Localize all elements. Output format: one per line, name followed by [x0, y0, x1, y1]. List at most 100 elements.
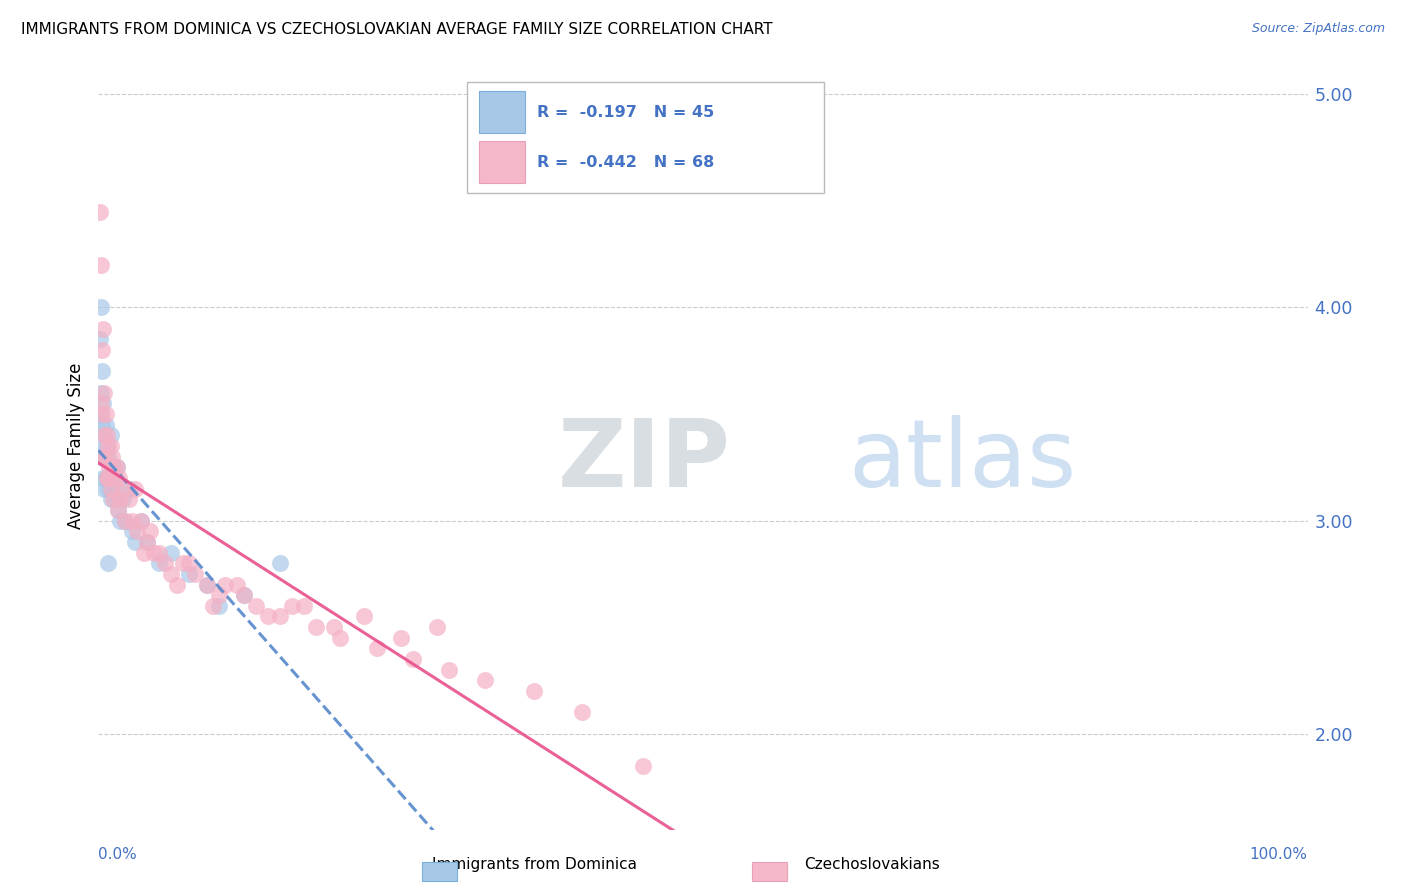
Point: [101, 471, 124, 485]
Point: [89, 333, 111, 347]
Point: [437, 663, 460, 677]
Point: [90, 385, 112, 400]
Point: [96, 428, 118, 442]
Point: [98, 471, 121, 485]
Point: [160, 545, 183, 559]
Point: [226, 577, 249, 591]
Point: [93, 428, 115, 442]
Point: [292, 599, 315, 613]
Point: [232, 588, 254, 602]
Point: [256, 609, 278, 624]
Point: [91, 450, 114, 464]
Point: [94, 450, 117, 464]
Text: Czechoslovakians: Czechoslovakians: [804, 857, 939, 872]
Point: [90, 258, 112, 272]
Point: [214, 577, 236, 591]
Point: [94, 471, 117, 485]
Point: [148, 556, 170, 570]
Point: [107, 503, 129, 517]
Point: [135, 535, 157, 549]
Point: [208, 599, 231, 613]
Point: [323, 620, 346, 634]
Point: [523, 684, 546, 698]
Text: ZIP: ZIP: [558, 416, 731, 508]
Point: [91, 471, 114, 485]
Point: [97, 482, 120, 496]
Point: [118, 482, 141, 496]
Point: [97, 450, 120, 464]
Point: [104, 492, 127, 507]
Point: [91, 396, 114, 410]
Text: Immigrants from Dominica: Immigrants from Dominica: [432, 857, 637, 872]
Point: [184, 566, 207, 581]
Point: [91, 322, 114, 336]
Point: [118, 492, 141, 507]
Point: [124, 535, 146, 549]
Point: [100, 450, 122, 464]
Point: [571, 706, 593, 720]
Point: [402, 652, 425, 666]
Point: [366, 641, 388, 656]
Text: IMMIGRANTS FROM DOMINICA VS CZECHOSLOVAKIAN AVERAGE FAMILY SIZE CORRELATION CHAR: IMMIGRANTS FROM DOMINICA VS CZECHOSLOVAK…: [21, 22, 773, 37]
Point: [127, 524, 149, 539]
Point: [121, 524, 143, 539]
Point: [631, 758, 654, 772]
Point: [179, 556, 201, 570]
Point: [139, 524, 162, 539]
Point: [129, 514, 152, 528]
Text: Source: ZipAtlas.com: Source: ZipAtlas.com: [1251, 22, 1385, 36]
Point: [91, 417, 114, 432]
Text: atlas: atlas: [848, 416, 1077, 508]
Point: [98, 460, 121, 475]
Point: [93, 385, 115, 400]
Point: [353, 609, 375, 624]
Point: [89, 407, 111, 421]
Point: [172, 556, 194, 570]
Point: [103, 460, 125, 475]
Point: [202, 599, 225, 613]
Point: [135, 535, 157, 549]
Point: [96, 439, 118, 453]
Point: [90, 301, 112, 315]
Point: [107, 503, 129, 517]
Point: [108, 514, 131, 528]
Point: [91, 343, 114, 358]
Text: 0.0%: 0.0%: [98, 847, 138, 862]
Point: [124, 482, 146, 496]
Point: [105, 460, 128, 475]
Point: [160, 566, 183, 581]
Point: [91, 450, 114, 464]
Point: [134, 545, 156, 559]
Point: [93, 482, 115, 496]
Point: [111, 482, 134, 496]
Text: 100.0%: 100.0%: [1250, 847, 1308, 862]
Point: [91, 364, 114, 378]
Point: [93, 428, 115, 442]
Point: [108, 471, 131, 485]
Point: [281, 599, 304, 613]
Point: [89, 204, 111, 219]
FancyBboxPatch shape: [467, 81, 824, 193]
Point: [143, 545, 166, 559]
Point: [90, 396, 112, 410]
Text: R =  -0.442   N = 68: R = -0.442 N = 68: [537, 154, 714, 169]
Point: [96, 471, 118, 485]
Point: [100, 428, 122, 442]
Bar: [479, 91, 526, 134]
Point: [329, 631, 352, 645]
Point: [148, 545, 170, 559]
Text: R =  -0.197   N = 45: R = -0.197 N = 45: [537, 104, 714, 120]
Bar: [479, 141, 526, 183]
Y-axis label: Average Family Size: Average Family Size: [66, 363, 84, 529]
Point: [232, 588, 254, 602]
Point: [389, 631, 412, 645]
Point: [97, 471, 120, 485]
Point: [129, 514, 152, 528]
Point: [100, 482, 122, 496]
Point: [269, 556, 291, 570]
Point: [114, 514, 136, 528]
Point: [90, 450, 112, 464]
Point: [100, 460, 122, 475]
Point: [114, 514, 136, 528]
Point: [111, 492, 134, 507]
